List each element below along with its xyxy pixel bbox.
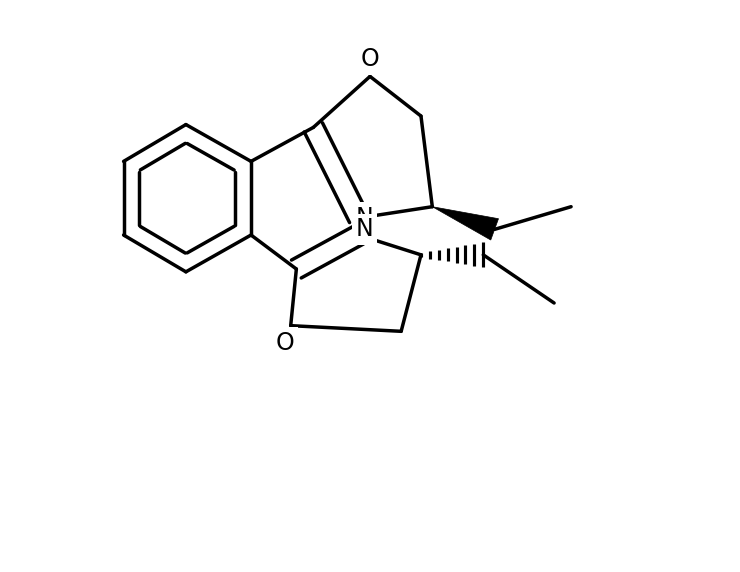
- Text: O: O: [276, 331, 295, 355]
- Text: N: N: [355, 217, 373, 241]
- Text: O: O: [360, 47, 380, 72]
- Text: N: N: [355, 206, 373, 230]
- Polygon shape: [432, 206, 499, 240]
